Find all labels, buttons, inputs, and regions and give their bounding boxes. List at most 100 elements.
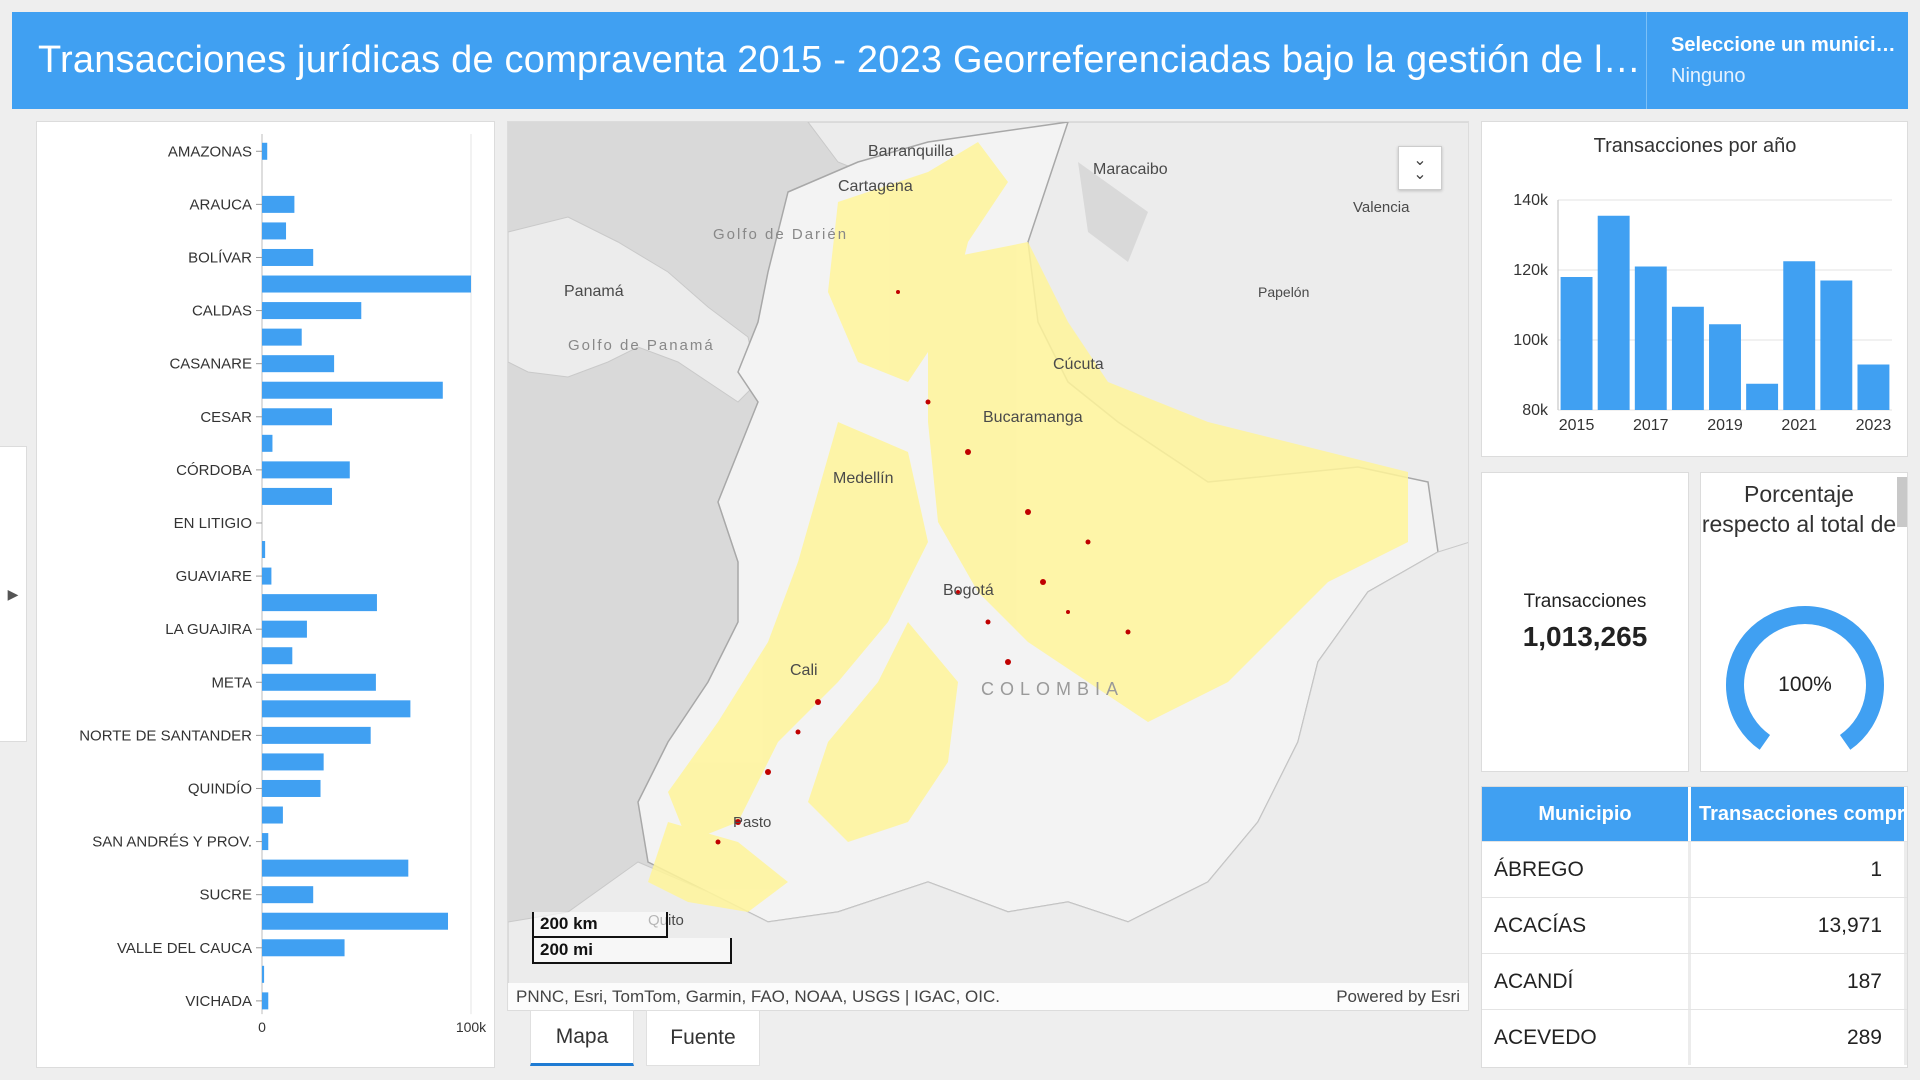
bar-amazonas[interactable] [262, 142, 268, 160]
x-tick-label: 2021 [1781, 417, 1817, 434]
category-label: GUAVIARE [176, 568, 252, 585]
category-label: CALDAS [192, 303, 252, 320]
bar-2018[interactable] [1671, 306, 1704, 410]
scale-km: 200 km [532, 912, 668, 938]
bar-guain-a[interactable] [262, 541, 266, 559]
gauge-scrollbar[interactable] [1897, 477, 1907, 527]
bar-san-andr-s-y-prov-[interactable] [262, 833, 269, 851]
water-label: Golfo de Panamá [568, 337, 715, 354]
chevron-double-down-icon: ⌄ ⌄ [1413, 152, 1427, 183]
bar-atl-ntico[interactable] [262, 222, 287, 240]
municipio-selector[interactable]: Seleccione un municipio Ninguno [1646, 12, 1908, 109]
bar-c-rdoba[interactable] [262, 461, 350, 479]
y-tick-label: 100k [1513, 332, 1549, 349]
table-row[interactable]: ACACÍAS 13,971 [1482, 897, 1907, 953]
map-scalebar: 200 km 200 mi [532, 912, 732, 964]
bar-caquet-[interactable] [262, 328, 302, 346]
bar-2017[interactable] [1634, 266, 1667, 411]
map-expand-button[interactable]: ⌄ ⌄ [1398, 146, 1442, 190]
department-bar-chart[interactable]: AMAZONAS ARAUCA BOLÍVAR CALDAS CASANARE CESAR… [37, 122, 496, 1069]
municipio-table: Municipio Transacciones compraventa ÁBRE… [1481, 786, 1908, 1068]
bar-2016[interactable] [1597, 215, 1630, 410]
bar-cauca[interactable] [262, 381, 443, 399]
bar-tolima[interactable] [262, 912, 449, 930]
bar-valle-del-cauca[interactable] [262, 939, 345, 957]
attribution-text: PNNC, Esri, TomTom, Garmin, FAO, NOAA, U… [516, 986, 1000, 1006]
city-label: Valencia [1353, 199, 1410, 216]
chevron-right-icon: ▶ [7, 585, 19, 602]
cell-count: 187 [1691, 954, 1907, 1009]
bar-huila[interactable] [262, 594, 377, 612]
bar-nari-o[interactable] [262, 700, 411, 718]
bar-vaup-s[interactable] [262, 965, 265, 983]
category-label: LA GUAJIRA [165, 621, 252, 638]
category-label: CASANARE [169, 356, 252, 373]
chart-title: Transacciones por año [1594, 135, 1797, 157]
city-label: Cúcuta [1053, 356, 1104, 373]
gauge-title: Porcentaje respecto al total de [1701, 481, 1897, 537]
cell-municipio: ACANDÍ [1482, 954, 1691, 1009]
x-tick-label: 2023 [1856, 417, 1892, 434]
bar-bol-var[interactable] [262, 248, 314, 266]
bar-2019[interactable] [1709, 324, 1741, 410]
bar-casanare[interactable] [262, 355, 335, 373]
bar-2015[interactable] [1560, 277, 1593, 410]
bar-putumayo[interactable] [262, 753, 324, 771]
year-bar-chart[interactable]: Transacciones por año 80k 100k 120k 140k 2015… [1482, 122, 1909, 458]
bar-la-guajira[interactable] [262, 620, 307, 638]
selector-label: Seleccione un municipio [1671, 33, 1897, 56]
bar-santander[interactable] [262, 859, 409, 877]
city-label: Cali [790, 662, 818, 679]
bar-vichada[interactable] [262, 992, 269, 1010]
bar-sucre[interactable] [262, 886, 314, 904]
tab-fuente[interactable]: Fuente [646, 1010, 760, 1066]
bar-boyac-[interactable] [262, 275, 471, 293]
map-labels: Barranquilla Cartagena Maracaibo Valenci… [564, 143, 1410, 929]
cell-count: 13,971 [1691, 898, 1907, 953]
bar-choc-[interactable] [262, 434, 273, 452]
bar-magdalena[interactable] [262, 647, 293, 665]
bar-risaralda[interactable] [262, 806, 283, 824]
bar-2023[interactable] [1857, 364, 1890, 411]
bar-2022[interactable] [1820, 280, 1853, 411]
bar-cesar[interactable] [262, 408, 333, 426]
cell-municipio: ÁBREGO [1482, 842, 1691, 897]
cell-count: 1 [1691, 842, 1907, 897]
bar-2020[interactable] [1746, 383, 1779, 410]
bar-meta[interactable] [262, 673, 376, 691]
tab-mapa[interactable]: Mapa [530, 1010, 634, 1066]
bar-arauca[interactable] [262, 195, 295, 213]
bar-norte-de-santander[interactable] [262, 726, 371, 744]
table-row[interactable]: ACEVEDO 289 [1482, 1009, 1907, 1065]
bar-quind-o[interactable] [262, 779, 321, 797]
bar-2021[interactable] [1783, 261, 1816, 410]
bar-cundinamarca[interactable] [262, 487, 333, 505]
column-header-transacciones[interactable]: Transacciones compraventa [1690, 787, 1907, 841]
category-label: QUINDÍO [188, 780, 252, 797]
bar-guaviare[interactable] [262, 567, 272, 585]
category-label: EN LITIGIO [174, 515, 252, 532]
city-label: Bogotá [943, 582, 994, 599]
southern-land [508, 542, 1468, 1010]
y-tick-label: 140k [1513, 192, 1549, 209]
city-label: Maracaibo [1093, 161, 1168, 178]
table-row[interactable]: ACANDÍ 187 [1482, 953, 1907, 1009]
bar-caldas[interactable] [262, 302, 362, 320]
x-tick-label: 0 [258, 1019, 266, 1035]
side-panel-toggle[interactable]: ▶ [0, 446, 27, 742]
category-label: VALLE DEL CAUCA [117, 940, 252, 957]
map-canvas[interactable]: Barranquilla Cartagena Maracaibo Valenci… [508, 122, 1469, 1011]
parcel-regions [648, 142, 1408, 912]
cell-municipio: ACEVEDO [1482, 1010, 1691, 1065]
powered-by-esri[interactable]: Powered by Esri [1336, 986, 1460, 1006]
x-tick-label: 2019 [1707, 417, 1743, 434]
map-attribution: PNNC, Esri, TomTom, Garmin, FAO, NOAA, U… [508, 983, 1468, 1010]
city-label: Cartagena [838, 178, 913, 195]
scale-mi: 200 mi [532, 938, 732, 964]
column-header-municipio[interactable]: Municipio [1482, 787, 1691, 841]
map-panel[interactable]: Barranquilla Cartagena Maracaibo Valenci… [507, 121, 1469, 1011]
table-row[interactable]: ÁBREGO 1 [1482, 841, 1907, 897]
map-tabs: Mapa Fuente [530, 1010, 760, 1066]
gauge-chart: 100% [1726, 606, 1884, 750]
city-label: Panamá [564, 283, 624, 300]
